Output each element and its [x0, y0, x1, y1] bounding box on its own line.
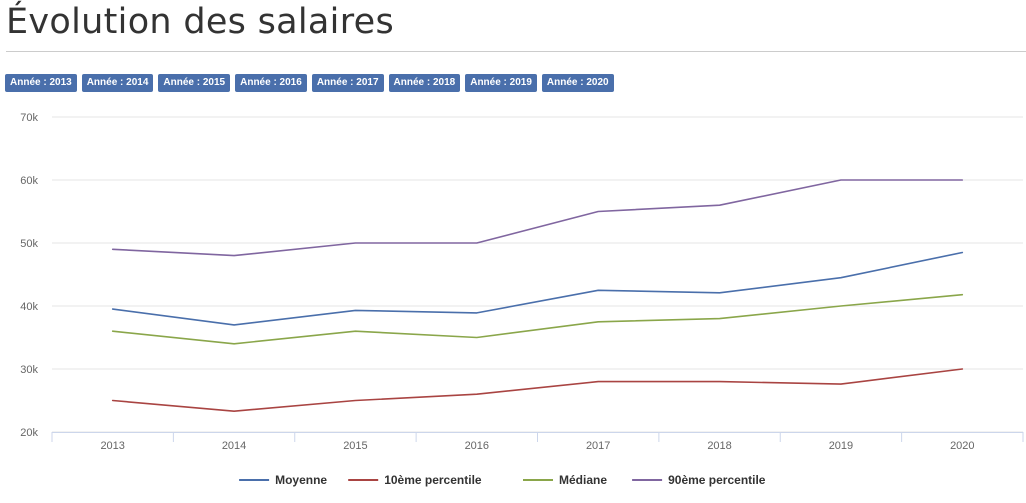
legend-item[interactable]: 10ème percentile	[384, 473, 482, 487]
year-tab-2018[interactable]: Année : 2018	[388, 74, 461, 92]
y-tick-label: 40k	[20, 301, 38, 313]
x-tick-label: 2019	[829, 440, 853, 452]
year-tab-2019[interactable]: Année : 2019	[465, 74, 537, 92]
x-tick-label: 2016	[465, 440, 489, 452]
x-tick-label: 2018	[707, 440, 731, 452]
y-tick-label: 30k	[20, 364, 38, 376]
x-tick-label: 2014	[222, 440, 246, 452]
year-tab-2013[interactable]: Année : 2013	[5, 74, 77, 92]
y-tick-label: 70k	[20, 112, 38, 124]
legend-item[interactable]: Moyenne	[275, 473, 327, 487]
series-line-m-diane[interactable]	[111, 293, 964, 345]
x-tick-label: 2020	[950, 440, 974, 452]
y-tick-label: 60k	[20, 175, 38, 187]
y-tick-label: 50k	[20, 238, 38, 250]
page-title: Évolution des salaires	[6, 2, 394, 42]
series-line-90-me-percentile[interactable]	[111, 179, 964, 257]
legend-item[interactable]: Médiane	[559, 473, 607, 487]
year-tab-2016[interactable]: Année : 2016	[235, 74, 307, 92]
x-tick-label: 2015	[343, 440, 367, 452]
x-tick-label: 2013	[100, 440, 124, 452]
y-tick-label: 20k	[20, 427, 38, 439]
year-tab-2017[interactable]: Année : 2017	[311, 74, 384, 92]
series-line-moyenne[interactable]	[111, 251, 964, 326]
x-tick-label: 2017	[586, 440, 610, 452]
salary-line-chart: 20k 30k 40k 50k 60k 70k 2013 2014 2015 2016 2017 20…	[20, 112, 1024, 487]
title-divider	[6, 51, 1026, 52]
year-tab-2014[interactable]: Année : 2014	[81, 74, 154, 92]
year-tab-bar: Année : 2013 Année : 2014 Année : 2015 A…	[5, 74, 614, 92]
year-tab-2020[interactable]: Année : 2020	[541, 74, 614, 92]
legend-item[interactable]: 90ème percentile	[668, 473, 766, 487]
year-tab-2015[interactable]: Année : 2015	[158, 74, 231, 92]
series-line-10-me-percentile[interactable]	[111, 368, 964, 412]
